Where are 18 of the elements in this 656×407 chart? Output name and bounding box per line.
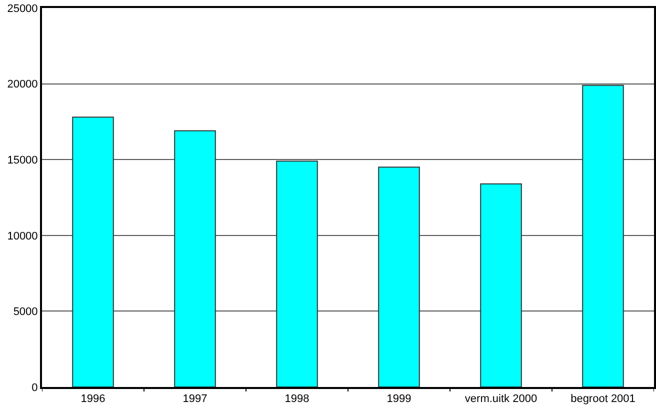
y-tick-label: 15000 — [7, 154, 38, 166]
y-tick-label: 10000 — [7, 230, 38, 242]
bar — [174, 130, 216, 387]
bar — [276, 160, 318, 387]
y-tick-label: 5000 — [13, 306, 38, 318]
x-tick-label: 1997 — [182, 393, 208, 406]
bar — [480, 183, 522, 387]
x-tick-label: 1999 — [386, 393, 412, 406]
x-tick-label: 1998 — [284, 393, 310, 406]
x-tick-label: begroot 2001 — [570, 393, 636, 406]
bar — [582, 84, 624, 387]
bar — [72, 116, 114, 387]
x-tick-label: 1996 — [80, 393, 106, 406]
y-tick-label: 25000 — [7, 2, 38, 15]
x-tick-label: verm.uitk 2000 — [464, 393, 538, 406]
y-tick-label: 0 — [32, 382, 38, 394]
bar — [378, 166, 420, 387]
y-tick-label: 20000 — [7, 78, 38, 91]
